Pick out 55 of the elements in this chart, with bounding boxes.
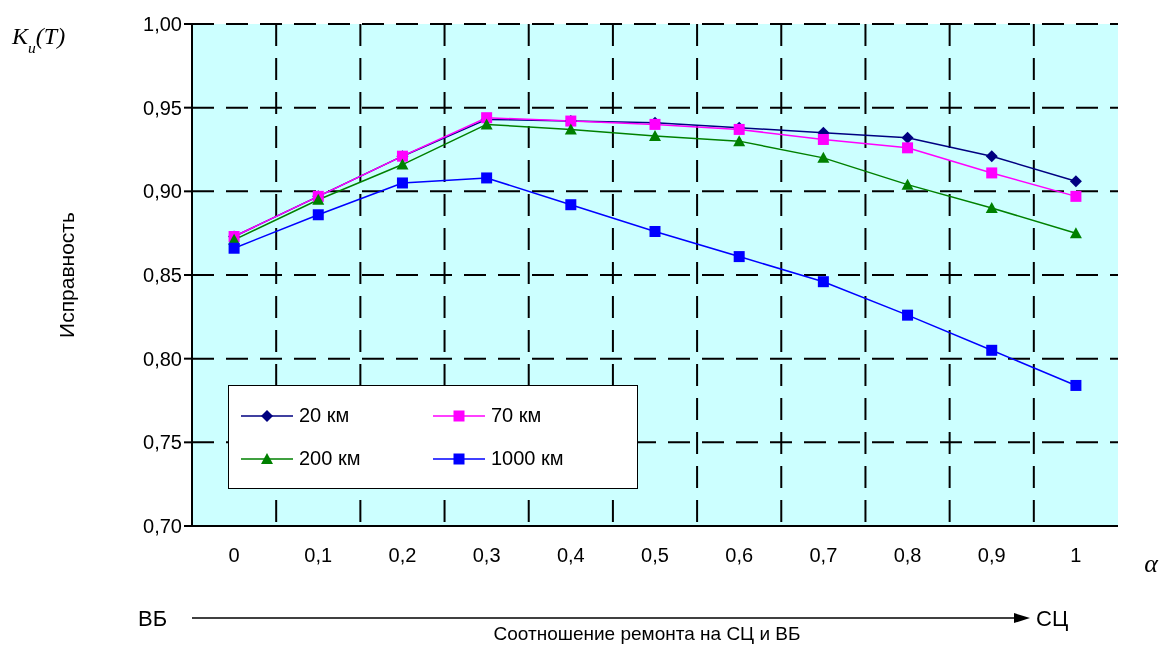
point [733, 135, 746, 147]
point [481, 172, 493, 184]
point [1069, 227, 1082, 239]
x-tick-label: 0,9 [977, 544, 1006, 567]
point [480, 118, 493, 130]
point [901, 131, 914, 144]
point [901, 178, 914, 190]
point [564, 123, 577, 135]
point [1070, 379, 1082, 391]
y-axis-title: Исправность [55, 212, 78, 338]
x-tick-label: 0,2 [388, 544, 417, 567]
point [985, 150, 998, 163]
text: СЦ [1036, 606, 1069, 631]
y-tick-label: 0,70 [143, 515, 182, 538]
point [228, 242, 240, 254]
point [902, 309, 914, 321]
text: α [1144, 549, 1160, 578]
point [817, 133, 829, 145]
y-tick-label: 0,85 [143, 264, 182, 287]
point [986, 344, 998, 356]
x-tick-label: 0,3 [472, 544, 501, 567]
y-tick-label: 0,80 [143, 347, 182, 370]
point [1069, 175, 1082, 188]
point [817, 151, 830, 163]
legend-label: 1000 км [491, 447, 564, 470]
x-tick-label: 0,8 [893, 544, 922, 567]
text: ВБ [138, 606, 168, 631]
x-axis-title: Соотношение ремонта на СЦ и ВБ [493, 623, 801, 644]
point [1070, 190, 1082, 202]
point [733, 251, 745, 263]
point [817, 276, 829, 288]
x-tick-label: 0,6 [725, 544, 754, 567]
point [649, 130, 661, 142]
y-tick-label: 0,90 [143, 180, 182, 203]
y-tick-label: 0,95 [143, 96, 182, 119]
point [565, 199, 577, 211]
point [312, 209, 324, 221]
point [396, 177, 408, 189]
x-tick-label: 0,1 [304, 544, 333, 567]
x-tick-label: 0 [228, 544, 240, 567]
x-tick-label: 0,4 [556, 544, 585, 567]
point [985, 202, 998, 214]
text: K$_{и}$(T) [11, 23, 66, 56]
point [649, 225, 661, 237]
x-tick-label: 0,5 [641, 544, 669, 567]
legend-label: 20 км [299, 404, 350, 427]
y-tick-label: 0,75 [143, 431, 182, 454]
point [902, 142, 914, 154]
legend-label: 70 км [491, 404, 542, 427]
point [986, 167, 998, 179]
x-tick-label: 0,7 [809, 544, 838, 567]
point [396, 158, 409, 170]
y-tick-label: 1,00 [143, 13, 182, 36]
legend-label: 200 км [299, 447, 361, 470]
x-tick-label: 1 [1070, 544, 1082, 567]
